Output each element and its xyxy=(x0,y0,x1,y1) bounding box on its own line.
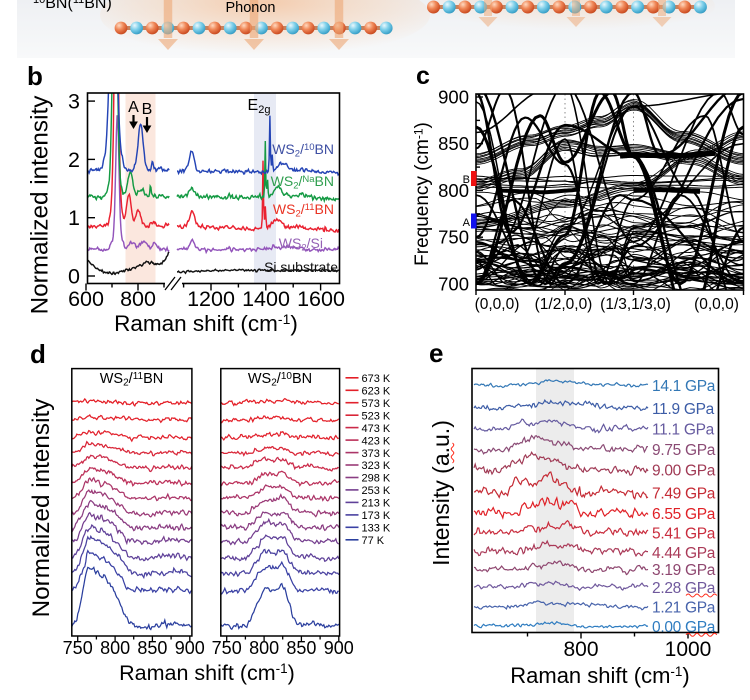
svg-text:7.49 GPa: 7.49 GPa xyxy=(652,485,716,502)
svg-text:1400: 1400 xyxy=(242,287,290,311)
svg-text:1200: 1200 xyxy=(187,287,235,311)
svg-text:800: 800 xyxy=(438,180,469,201)
svg-text:323 K: 323 K xyxy=(362,460,391,472)
svg-text:298 K: 298 K xyxy=(362,473,391,485)
svg-text:(1/3,1/3,0): (1/3,1/3,0) xyxy=(600,296,671,313)
svg-text:900: 900 xyxy=(438,87,469,108)
svg-text:WS2/Si: WS2/Si xyxy=(279,235,323,254)
svg-text:423 K: 423 K xyxy=(362,435,391,447)
svg-text:2: 2 xyxy=(68,148,80,172)
svg-text:4.44 GPa: 4.44 GPa xyxy=(652,545,716,562)
svg-text:3: 3 xyxy=(68,90,80,114)
svg-text:Raman shift (cm-1): Raman shift (cm-1) xyxy=(510,663,690,688)
svg-text:523 K: 523 K xyxy=(362,410,391,422)
svg-text:800: 800 xyxy=(100,638,130,658)
svg-text:373 K: 373 K xyxy=(362,448,391,460)
svg-text:A: A xyxy=(128,99,139,116)
svg-text:1600: 1600 xyxy=(297,287,345,311)
svg-text:(0,0,0): (0,0,0) xyxy=(694,296,739,313)
svg-text:133 K: 133 K xyxy=(362,523,391,535)
svg-text:A: A xyxy=(463,217,471,229)
svg-text:750: 750 xyxy=(438,227,469,248)
svg-text:850: 850 xyxy=(438,133,469,154)
svg-text:Raman shift (cm-1): Raman shift (cm-1) xyxy=(114,311,298,336)
svg-text:700: 700 xyxy=(438,273,469,294)
svg-text:77 K: 77 K xyxy=(362,535,385,547)
svg-text:253 K: 253 K xyxy=(362,485,391,497)
svg-text:900: 900 xyxy=(175,638,205,658)
svg-text:B: B xyxy=(142,101,153,118)
svg-text:Normalized intensity: Normalized intensity xyxy=(28,398,55,618)
svg-text:b: b xyxy=(27,61,43,91)
svg-text:750: 750 xyxy=(63,638,93,658)
svg-text:WS2/NaBN: WS2/NaBN xyxy=(271,173,334,192)
svg-text:623 K: 623 K xyxy=(362,386,391,398)
svg-text:9.00 GPa: 9.00 GPa xyxy=(652,463,716,480)
svg-text:Phonon: Phonon xyxy=(226,0,276,16)
svg-text:10BN(11BN): 10BN(11BN) xyxy=(33,0,112,12)
svg-text:Si substrate: Si substrate xyxy=(264,259,338,275)
svg-text:11.1 GPa: 11.1 GPa xyxy=(652,422,715,439)
svg-text:850: 850 xyxy=(137,638,167,658)
svg-text:B: B xyxy=(463,174,470,186)
svg-text:e: e xyxy=(429,338,443,368)
svg-text:WS2/10BN: WS2/10BN xyxy=(272,141,334,160)
svg-text:3.19 GPa: 3.19 GPa xyxy=(652,562,716,579)
svg-text:14.1 GPa: 14.1 GPa xyxy=(652,378,716,395)
svg-text:0: 0 xyxy=(68,265,80,289)
svg-text:Normalized intensity: Normalized intensity xyxy=(27,95,54,315)
svg-text:2.28 GPa: 2.28 GPa xyxy=(652,580,716,597)
svg-text:6.55 GPa: 6.55 GPa xyxy=(652,506,716,523)
svg-text:(1/2,0,0): (1/2,0,0) xyxy=(535,296,593,313)
svg-text:900: 900 xyxy=(324,638,354,658)
svg-text:750: 750 xyxy=(212,638,242,658)
svg-text:11.9 GPa: 11.9 GPa xyxy=(652,401,715,418)
svg-text:800: 800 xyxy=(120,287,156,311)
svg-text:WS2/10BN: WS2/10BN xyxy=(248,371,312,389)
svg-text:5.41 GPa: 5.41 GPa xyxy=(652,526,716,543)
svg-text:173 K: 173 K xyxy=(362,510,391,522)
svg-text:673 K: 673 K xyxy=(362,373,391,385)
svg-text:213 K: 213 K xyxy=(362,498,391,510)
svg-text:1: 1 xyxy=(68,206,80,230)
svg-text:1000: 1000 xyxy=(665,638,712,661)
svg-text:9.75 GPa: 9.75 GPa xyxy=(652,442,716,459)
svg-text:Intensity (a.u.): Intensity (a.u.) xyxy=(428,420,454,566)
svg-text:d: d xyxy=(30,339,46,369)
svg-text:800: 800 xyxy=(563,638,598,661)
svg-text:c: c xyxy=(416,62,430,90)
svg-text:800: 800 xyxy=(249,638,279,658)
svg-text:1.21 GPa: 1.21 GPa xyxy=(652,600,716,617)
svg-text:850: 850 xyxy=(286,638,316,658)
svg-text:600: 600 xyxy=(68,287,104,311)
svg-text:473 K: 473 K xyxy=(362,423,391,435)
svg-text:WS2/11BN: WS2/11BN xyxy=(273,201,334,220)
svg-text:WS2/11BN: WS2/11BN xyxy=(100,371,164,389)
svg-text:(0,0,0): (0,0,0) xyxy=(475,296,520,313)
svg-text:Frequency (cm-1): Frequency (cm-1) xyxy=(412,122,434,266)
svg-text:Raman shift (cm-1): Raman shift (cm-1) xyxy=(119,661,295,685)
svg-text:573 K: 573 K xyxy=(362,398,391,410)
